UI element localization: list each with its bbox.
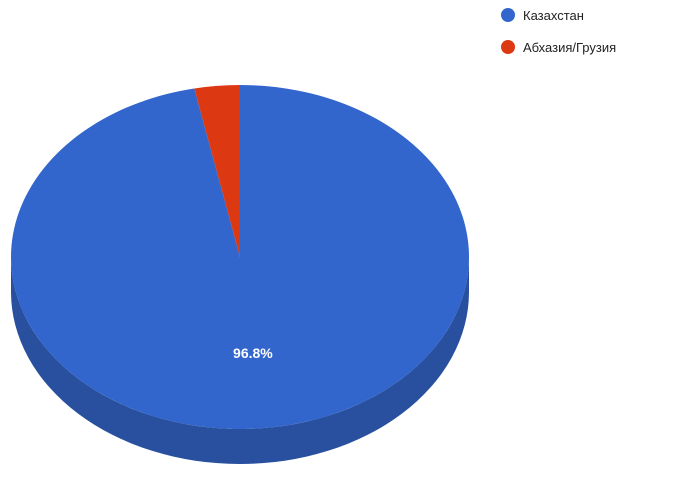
pie-slice-1[interactable] — [194, 85, 240, 257]
pie-data-label-0: 96.8% — [233, 345, 273, 361]
pie-slice-0[interactable] — [10, 85, 469, 429]
legend-swatch-kazakhstan — [501, 8, 515, 22]
legend-swatch-abkhazia-georgia — [501, 40, 515, 54]
legend-item-kazakhstan[interactable]: Казахстан — [501, 6, 616, 24]
legend: Казахстан Абхазия/Грузия — [501, 6, 616, 70]
pie-top — [10, 85, 469, 429]
pie-side-0 — [11, 257, 469, 464]
legend-label-kazakhstan: Казахстан — [523, 7, 584, 23]
legend-label-abkhazia-georgia: Абхазия/Грузия — [523, 39, 617, 55]
legend-item-abkhazia-georgia[interactable]: Абхазия/Грузия — [501, 38, 616, 56]
pie-side-walls — [11, 257, 469, 464]
